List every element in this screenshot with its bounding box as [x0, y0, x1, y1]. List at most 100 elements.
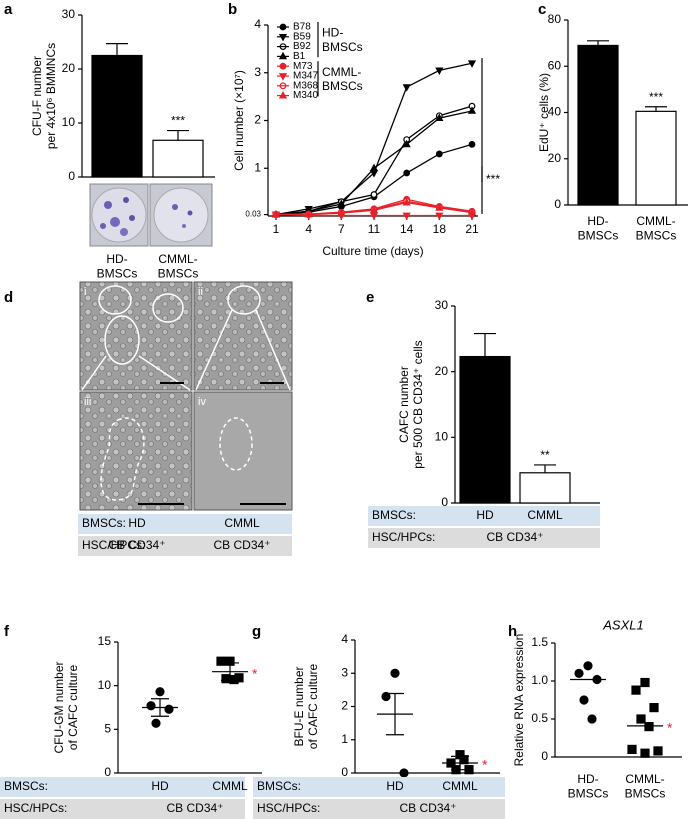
y-tick-label: 0.03: [245, 210, 261, 219]
y-axis-label: CFU-F number: [30, 56, 44, 136]
y-tick-label: 0: [541, 749, 548, 763]
y-tick-label: 20: [548, 151, 562, 165]
legend-label: B78: [293, 22, 311, 33]
table-row-bg: [0, 777, 245, 797]
point: [435, 150, 443, 158]
legend-label: B1: [293, 51, 306, 62]
significance: ***: [486, 172, 500, 186]
y-tick-label: 1: [341, 732, 348, 746]
point: [644, 721, 654, 732]
y-tick-label: 4: [254, 17, 261, 31]
table-cell: HD: [128, 516, 146, 530]
bar: [577, 44, 619, 206]
significance: **: [540, 448, 550, 462]
significance: *: [252, 665, 258, 681]
point: [435, 67, 444, 75]
y-tick-label: 20: [62, 61, 76, 75]
table-cell: CMML: [212, 779, 248, 793]
x-tick-label: 21: [465, 222, 479, 236]
table-row-bg: [78, 536, 292, 556]
point: [390, 668, 400, 678]
table-label: BMSCs:: [372, 508, 416, 522]
table-cell: CB CD34⁺: [213, 538, 270, 552]
point: [435, 113, 444, 121]
image-label: i: [84, 286, 86, 298]
y-tick-label: 1.5: [531, 635, 548, 649]
table-cell: HD: [386, 779, 404, 793]
point: [579, 695, 589, 705]
panel-letter: h: [508, 623, 517, 640]
point: [640, 677, 650, 688]
y-tick-label: 3: [254, 65, 261, 79]
point: [649, 702, 659, 713]
micrographs: [79, 281, 293, 511]
point: [402, 198, 411, 206]
point: [574, 668, 584, 679]
panel-letter: g: [252, 623, 261, 640]
point: [369, 205, 379, 214]
x-tick-label: 4: [305, 222, 312, 236]
table-row-bg: [368, 506, 600, 526]
panel-letter: c: [538, 1, 546, 18]
y-tick-label: 4: [341, 632, 348, 646]
bar: [635, 110, 677, 206]
point: [402, 212, 411, 221]
y-tick-label: 2: [254, 113, 261, 127]
point: [403, 169, 411, 177]
table-cell: CB CD34⁺: [486, 530, 543, 544]
y-tick-label: 30: [62, 7, 76, 21]
table-label: HSC/HPCs:: [4, 801, 67, 815]
point: [337, 208, 346, 216]
point: [399, 768, 409, 778]
y-axis-label: EdU⁺ cells (%): [537, 73, 551, 152]
point: [221, 674, 231, 684]
table-cell: CB CD34⁺: [108, 538, 165, 552]
y-tick-label: 0.5: [531, 711, 548, 725]
point: [636, 714, 646, 724]
bar: [91, 54, 143, 178]
y-axis-label: of CAFC culture: [306, 663, 320, 749]
bar: [152, 139, 204, 178]
x-tick-label: CMML-BMSCs: [625, 772, 666, 800]
y-axis-label: per 4x10⁶ BMMNCs: [44, 43, 58, 149]
legend-label: B59: [293, 31, 311, 42]
point: [216, 656, 226, 666]
point: [402, 84, 411, 92]
point: [155, 687, 165, 697]
significance: ***: [171, 114, 185, 128]
y-tick-label: 1.0: [531, 673, 548, 687]
y-tick-label: 0: [341, 765, 348, 779]
table-row-bg: [253, 777, 505, 797]
panel-letter: b: [228, 1, 237, 18]
table-cell: CMML: [442, 779, 478, 793]
table-label: BMSCs:: [82, 516, 126, 530]
point: [229, 674, 239, 685]
x-tick-label: CMML-BMSCs: [636, 214, 677, 242]
y-tick-label: 5: [104, 722, 111, 736]
panel-letter: e: [366, 289, 374, 306]
y-tick-label: 10: [62, 115, 76, 129]
point: [369, 163, 379, 172]
point: [435, 212, 444, 221]
bar: [519, 472, 571, 504]
y-tick-label: 80: [548, 12, 562, 26]
point: [402, 139, 411, 148]
x-tick-label: 18: [433, 222, 447, 236]
table-label: HSC/HPCs:: [257, 801, 320, 815]
point: [640, 748, 650, 758]
x-tick-label: HD-BMSCs: [568, 772, 609, 800]
point: [304, 209, 313, 218]
table-label: HSC/HPCs:: [82, 538, 145, 552]
point: [587, 714, 597, 724]
point: [369, 212, 379, 221]
x-tick-label: CMML-BMSCs: [158, 252, 199, 280]
point: [146, 701, 156, 711]
table-label: BMSCs:: [4, 779, 48, 793]
y-tick-label: 0: [104, 765, 111, 779]
y-tick-label: 10: [435, 430, 449, 444]
image-label: ii: [198, 286, 203, 298]
colony-photos: [89, 183, 213, 247]
y-tick-label: 20: [435, 364, 449, 378]
point: [271, 209, 281, 218]
y-tick-label: 30: [435, 298, 449, 312]
